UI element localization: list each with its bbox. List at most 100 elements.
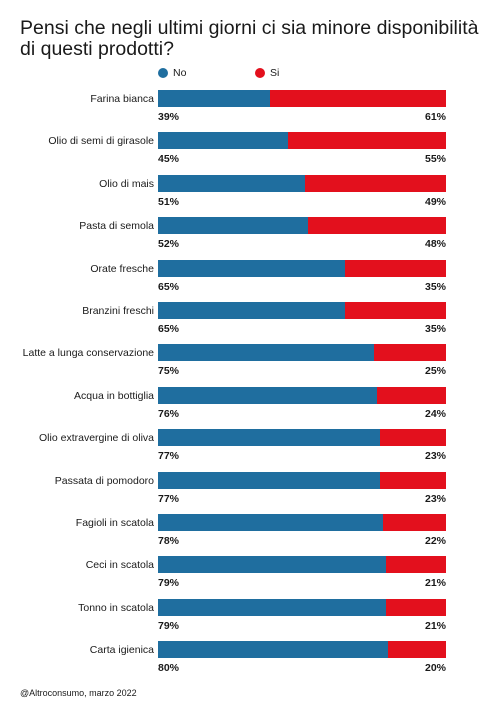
source-credit: @Altroconsumo, marzo 2022 [20, 688, 137, 698]
legend-item-si: Si [255, 67, 279, 79]
bar-segment-si [382, 514, 446, 531]
bar-row: Branzini freschi 65% 35% [0, 302, 500, 344]
legend-label-no: No [173, 67, 187, 79]
bar-segment-si [287, 132, 446, 150]
data-label-no: 65% [158, 323, 180, 335]
stacked-bar [158, 471, 446, 489]
bar-row: Latte a lunga conservazione 75% 25% [0, 344, 500, 386]
data-label-no: 51% [158, 195, 180, 208]
bar-segment-si [376, 386, 446, 404]
category-label: Carta igienica [89, 644, 154, 657]
data-label-no: 77% [158, 492, 180, 505]
bar-row: Carta igienica 80% 20% [0, 641, 500, 683]
bar-row: Olio extravergine di oliva 77% 23% [0, 429, 500, 471]
data-label-no: 65% [158, 280, 180, 293]
data-label-si: 23% [424, 450, 446, 463]
data-label-si: 61% [424, 111, 446, 123]
bar-segment-si [345, 259, 446, 277]
bar-segment-si [379, 429, 446, 447]
bar-segment-si [374, 344, 446, 362]
data-label-si: 21% [424, 619, 446, 632]
bar-segment-no [158, 514, 383, 531]
stacked-bar [158, 174, 446, 192]
bar-segment-si [345, 302, 446, 319]
legend-swatch-si [255, 68, 265, 78]
bar-segment-si [385, 598, 446, 616]
legend-label-si: Si [270, 67, 280, 79]
bar-segment-no [158, 90, 271, 107]
data-label-no: 80% [158, 662, 180, 675]
bar-segment-no [158, 471, 380, 489]
stacked-bar [158, 556, 446, 574]
data-label-si: 35% [424, 280, 446, 293]
stacked-bar [158, 302, 446, 319]
data-label-si: 48% [424, 238, 446, 251]
category-label: Fagioli in scatola [75, 517, 154, 529]
bar-segment-no [158, 641, 389, 659]
bar-row: Pasta di semola 52% 48% [0, 217, 500, 259]
bar-segment-no [158, 132, 288, 150]
bar-segment-no [158, 429, 380, 447]
chart-title: Pensi che negli ultimi giorni ci sia min… [20, 17, 479, 60]
category-label: Latte a lunga conservazione [22, 347, 154, 360]
bar-segment-no [158, 386, 377, 404]
category-label: Pasta di semola [79, 220, 154, 233]
bar-row: Passata di pomodoro 77% 23% [0, 471, 500, 514]
bar-segment-no [158, 174, 305, 192]
stacked-bar [158, 259, 446, 277]
data-label-no: 78% [158, 535, 180, 547]
category-label: Ceci in scatola [85, 559, 154, 572]
legend-swatch-no [158, 68, 168, 78]
stacked-bar [158, 132, 446, 150]
data-label-si: 20% [424, 662, 446, 675]
stacked-bar [158, 641, 446, 659]
bar-row: Ceci in scatola 79% 21% [0, 556, 500, 598]
bar-row: Acqua in bottiglia 76% 24% [0, 386, 500, 429]
bar-segment-si [270, 90, 446, 107]
data-label-si: 25% [424, 365, 446, 378]
data-label-no: 76% [158, 407, 180, 420]
bar-segment-si [307, 217, 446, 235]
stacked-bar [158, 344, 446, 362]
legend-item-no: No [158, 67, 186, 79]
bar-row: Tonno in scatola 79% 21% [0, 598, 500, 641]
bar-segment-si [388, 641, 446, 659]
bar-row: Farina bianca 39% 61% [0, 90, 500, 132]
category-label: Branzini freschi [82, 305, 154, 317]
data-label-no: 79% [158, 577, 180, 590]
data-label-si: 24% [424, 407, 446, 420]
bar-segment-no [158, 598, 386, 616]
category-label: Passata di pomodoro [54, 474, 154, 487]
bar-row: Olio di mais 51% 49% [0, 174, 500, 217]
category-label: Acqua in bottiglia [74, 389, 154, 402]
data-label-si: 23% [424, 492, 446, 505]
data-label-no: 77% [158, 450, 180, 463]
category-label: Farina bianca [90, 93, 154, 105]
category-label: Orate fresche [90, 262, 154, 275]
bar-segment-no [158, 556, 386, 574]
data-label-no: 52% [158, 238, 180, 251]
bar-segment-si [304, 174, 446, 192]
stacked-bar [158, 90, 446, 107]
bar-segment-no [158, 344, 374, 362]
data-label-si: 21% [424, 577, 446, 590]
data-label-no: 39% [158, 111, 180, 123]
category-label: Olio extravergine di oliva [39, 432, 154, 445]
bar-segment-si [385, 556, 446, 574]
data-label-no: 79% [158, 619, 180, 632]
data-label-no: 45% [158, 153, 180, 166]
stacked-bar [158, 598, 446, 616]
bar-row: Olio di semi di girasole 45% 55% [0, 132, 500, 174]
stacked-bar [158, 429, 446, 447]
data-label-si: 22% [424, 535, 446, 547]
bar-segment-no [158, 302, 346, 319]
bar-segment-si [379, 471, 446, 489]
data-label-si: 55% [424, 153, 446, 166]
data-label-si: 49% [424, 195, 446, 208]
category-label: Olio di mais [99, 177, 154, 190]
stacked-bar [158, 217, 446, 235]
stacked-bar [158, 514, 446, 531]
category-label: Tonno in scatola [78, 601, 154, 614]
bar-row: Orate fresche 65% 35% [0, 259, 500, 302]
bar-row: Fagioli in scatola 78% 22% [0, 514, 500, 556]
